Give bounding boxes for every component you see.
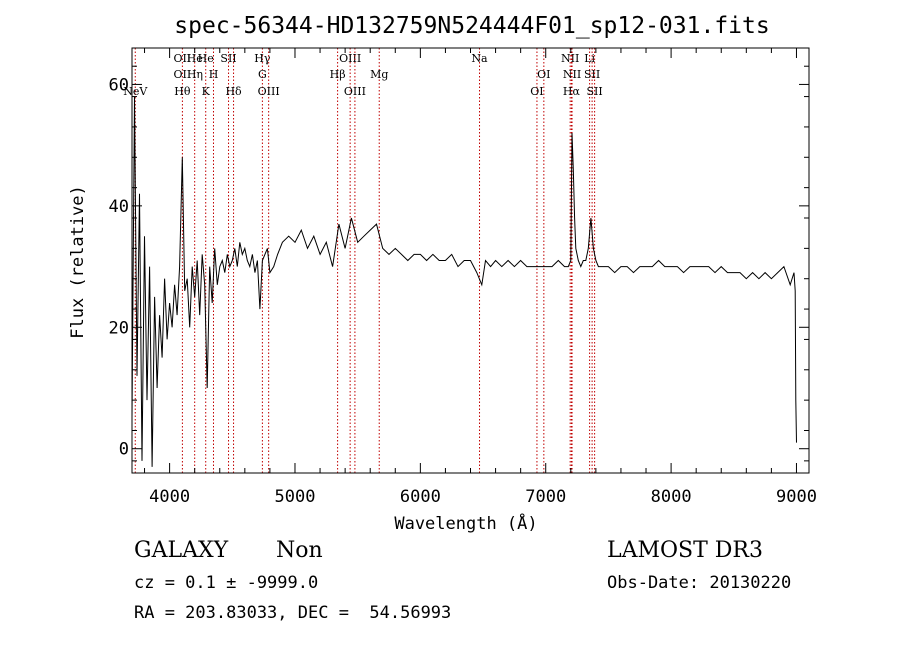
line-marker-label: Hη <box>187 68 203 81</box>
line-marker-label: Na <box>471 52 488 65</box>
line-markers: NeVOIIOIIHθHeHηHeKHSIIHδHγGOIIIOIIIHβOII… <box>123 48 603 473</box>
y-tick-label: 20 <box>109 318 129 338</box>
classification-label: GALAXY <box>134 538 229 563</box>
line-marker-label: OIII <box>258 85 280 98</box>
x-axis: 4000 5000 6000 7000 8000 9000 <box>144 48 817 507</box>
y-tick-label: 60 <box>109 75 129 95</box>
line-marker-label: Mg <box>370 68 388 81</box>
obs-date-text: Obs-Date: 20130220 <box>607 573 792 593</box>
subclass-label: Non <box>276 538 323 563</box>
redshift-text: cz = 0.1 ± -9999.0 <box>134 573 319 593</box>
line-marker-label: NeV <box>123 85 148 98</box>
line-marker-label: OI <box>530 85 543 98</box>
x-tick-label: 9000 <box>776 487 817 507</box>
chart-title: spec-56344-HD132759N524444F01_sp12-031.f… <box>174 13 769 39</box>
line-marker-label: SII <box>220 52 236 65</box>
line-marker-label: Hδ <box>225 85 242 98</box>
y-tick-label: 0 <box>119 440 129 460</box>
y-tick-label: 40 <box>109 197 129 217</box>
line-marker-label: He <box>198 52 214 65</box>
x-tick-label: 8000 <box>651 487 692 507</box>
line-marker-label: Hγ <box>254 52 271 65</box>
x-axis-label: Wavelength (Å) <box>394 512 537 534</box>
x-tick-label: 7000 <box>525 487 566 507</box>
line-marker-label: He <box>187 52 203 65</box>
line-marker-label: G <box>258 68 267 81</box>
y-axis: 0 20 40 60 <box>109 65 809 462</box>
line-marker-label: Li <box>584 52 595 65</box>
x-tick-label: 6000 <box>400 487 441 507</box>
y-axis-label: Flux (relative) <box>68 185 88 339</box>
line-marker-label: K <box>202 85 211 98</box>
line-marker-label: NII <box>563 68 581 81</box>
line-marker-label: Hθ <box>174 85 191 98</box>
line-marker-label: OI <box>537 68 550 81</box>
line-marker-label: OII <box>174 52 192 65</box>
line-marker-label: SII <box>584 68 600 81</box>
x-tick-label: 5000 <box>275 487 316 507</box>
line-marker-label: OIII <box>344 85 366 98</box>
line-marker-label: OII <box>174 68 192 81</box>
coordinates-text: RA = 203.83033, DEC = 54.56993 <box>134 603 452 623</box>
survey-label: LAMOST DR3 <box>607 538 763 563</box>
line-marker-label: OIII <box>339 52 361 65</box>
line-marker-label: SII <box>586 85 602 98</box>
line-marker-label: NII <box>561 52 579 65</box>
x-tick-label: 4000 <box>149 487 190 507</box>
line-marker-label: H <box>209 68 219 81</box>
line-marker-label: Hβ <box>330 68 346 81</box>
spectrum-line <box>131 96 797 467</box>
line-marker-label: Hα <box>563 85 581 98</box>
